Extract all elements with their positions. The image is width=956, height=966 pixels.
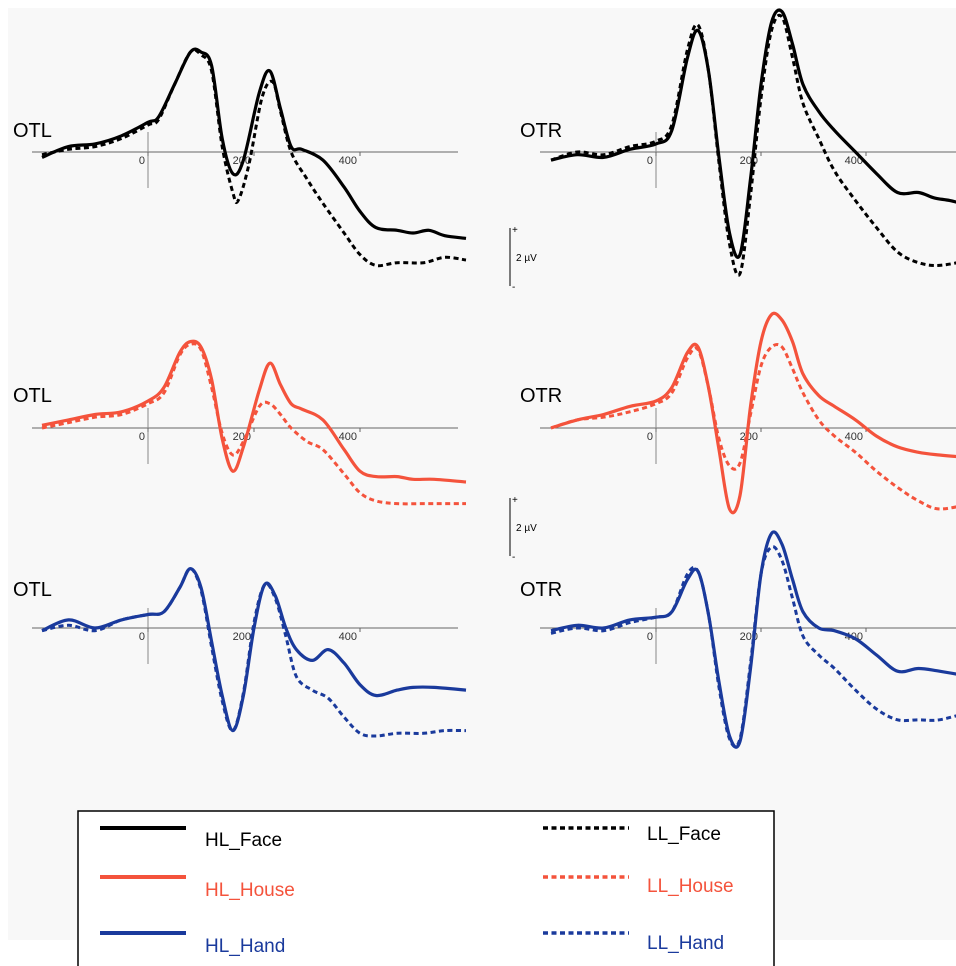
panel-otr-house-tick-label-0: 0 [647,431,653,443]
scale-bar-middle-value: 2 µV [516,523,537,534]
scale-bar-top-value: 2 µV [516,253,537,264]
panel-otl-house-tick-label-0: 0 [139,431,145,443]
panel-otl-face-tick-label-0: 0 [139,155,145,167]
panel-otr-house-label: OTR [520,385,562,407]
panel-otr-house-tick-label-400: 400 [845,431,863,443]
panel-otr-face-series-hl-face [550,8,956,259]
panel-otr-face-tick-label-0: 0 [647,155,653,167]
panel-otl-face-series-ll-face [41,48,467,268]
panel-otl-face-tick-label-400: 400 [339,155,357,167]
legend-box [77,810,775,966]
panel-otl-house-label: OTL [13,385,52,407]
panel-otr-face-series-ll-face [550,13,956,277]
scale-bar-top-minus: - [512,282,515,293]
panel-otr-hand-label: OTR [520,579,562,601]
scale-bar-middle-plus: + [512,495,518,506]
legend-label-ll-house: LL_House [647,876,734,897]
scale-bar-top-plus: + [512,225,518,236]
legend-label-hl-house: HL_House [205,880,295,901]
figure-background [8,8,956,940]
legend-label-ll-hand: LL_Hand [647,933,724,954]
panel-otl-house-tick-label-400: 400 [339,431,357,443]
panel-otr-face-tick-label-400: 400 [845,155,863,167]
panel-otl-hand-series-ll-hand [41,567,467,738]
panel-otl-hand-label: OTL [13,579,52,601]
legend-label-hl-hand: HL_Hand [205,936,285,957]
panel-otl-house-series-ll-house [41,342,466,506]
panel-otl-hand-tick-label-400: 400 [339,631,357,643]
panel-otl-house-series-hl-house [41,339,467,484]
legend-label-hl-face: HL_Face [205,830,282,851]
panel-otl-hand-series-hl-hand [41,567,467,733]
panel-otr-hand-series-ll-hand [550,545,956,749]
panel-otl-hand-tick-label-0: 0 [139,631,145,643]
panel-otr-hand-tick-label-0: 0 [647,631,653,643]
panel-otl-hand-tick-label-200: 200 [233,631,251,643]
legend-label-ll-face: LL_Face [647,824,721,845]
scale-bar-middle-minus: - [512,552,515,563]
panel-otl-face-series-hl-face [41,47,467,240]
panel-otr-house-series-hl-house [550,311,956,515]
panel-otr-house-series-ll-house [550,342,956,511]
panel-otl-face-label: OTL [13,120,52,142]
panel-otr-face-label: OTR [520,120,562,142]
